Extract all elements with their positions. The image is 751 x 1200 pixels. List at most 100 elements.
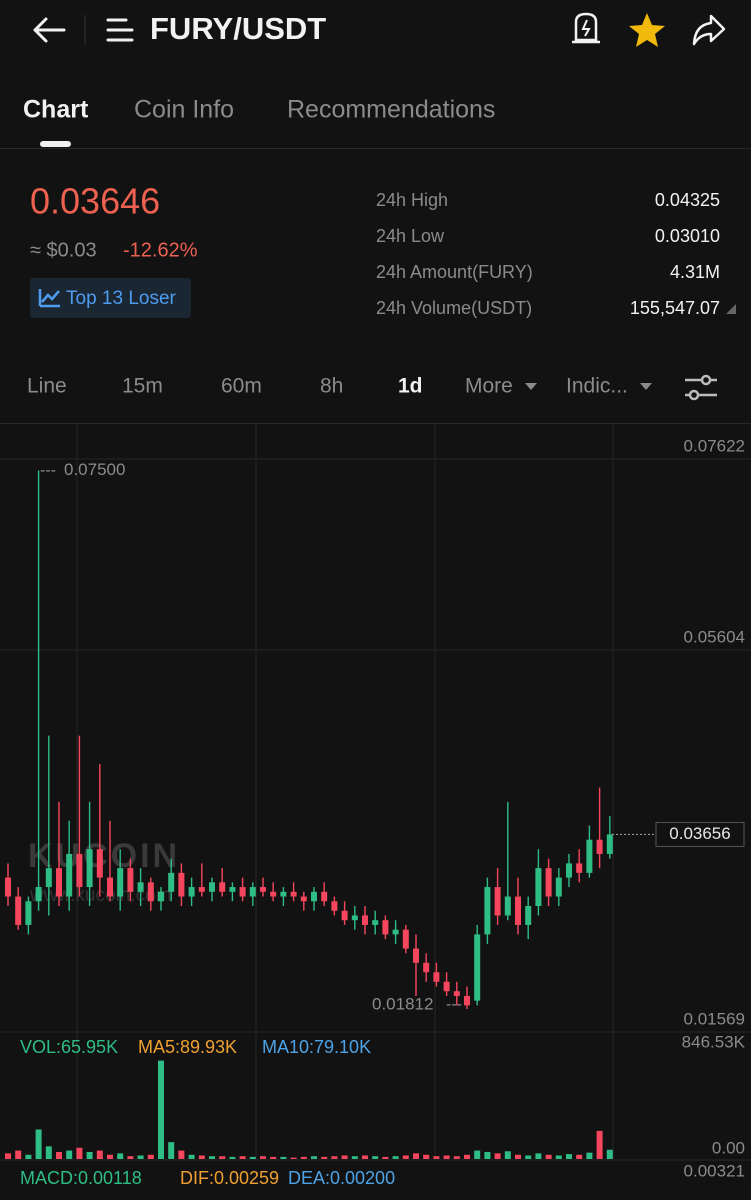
- interval[interactable]: Indic...: [566, 375, 628, 398]
- volume-bar: [209, 1156, 215, 1159]
- volume-bar: [464, 1154, 470, 1159]
- candle-body: [606, 834, 613, 854]
- candle-body: [249, 887, 256, 897]
- alert-button[interactable]: [572, 12, 600, 44]
- interval[interactable]: More: [465, 375, 513, 398]
- tab[interactable]: Chart: [23, 96, 89, 124]
- volume-bar: [433, 1156, 440, 1159]
- candle-body: [331, 901, 338, 911]
- candle-body: [45, 868, 52, 888]
- volume-bar: [188, 1154, 195, 1159]
- low-marker: ---: [446, 996, 462, 1013]
- ma10-legend: MA10:79.10K: [262, 1037, 371, 1057]
- volume-tick-label: 846.53K: [682, 1032, 746, 1051]
- candle-body: [147, 882, 154, 902]
- volume-bar: [239, 1156, 246, 1159]
- interval[interactable]: 60m: [221, 375, 262, 398]
- candle-body: [433, 972, 440, 982]
- macd-tick-label: 0.00321: [684, 1161, 745, 1180]
- candle-body: [229, 887, 236, 892]
- badge-text[interactable]: Top 13 Loser: [66, 288, 177, 309]
- high-marker: ---: [40, 462, 56, 479]
- candle-body: [351, 915, 358, 921]
- volume-bar: [362, 1155, 368, 1159]
- volume-bar: [382, 1156, 389, 1159]
- tab[interactable]: Recommendations: [287, 96, 495, 124]
- candle-body: [198, 887, 205, 892]
- volume-bar: [127, 1156, 134, 1159]
- candle-body: [576, 863, 583, 873]
- candle-body: [15, 896, 22, 925]
- candle-body: [402, 929, 409, 949]
- candle-body: [341, 910, 348, 921]
- candle-body: [586, 839, 593, 873]
- candle-body: [443, 981, 450, 992]
- volume-bar: [515, 1154, 521, 1159]
- volume-bar: [555, 1155, 562, 1159]
- volume-bar: [137, 1155, 144, 1159]
- volume-bar: [290, 1157, 297, 1159]
- usd-price: ≈ $0.03: [30, 239, 97, 261]
- chart: KUCOIN www.kucoin.com VOL:65.95K MA5:89.…: [0, 424, 751, 1188]
- candle-body: [535, 868, 542, 906]
- interval[interactable]: Line: [27, 375, 67, 398]
- interval[interactable]: 8h: [320, 375, 343, 398]
- volume-bar: [249, 1156, 256, 1159]
- volume-bar: [86, 1151, 93, 1159]
- interval-selected[interactable]: 1d: [398, 375, 423, 398]
- volume-bar: [5, 1153, 11, 1159]
- candle-body: [86, 849, 93, 888]
- volume-bar: [76, 1147, 83, 1159]
- candle-body: [300, 896, 307, 902]
- settings-button[interactable]: [685, 374, 717, 401]
- candle-body: [239, 887, 246, 897]
- share-button[interactable]: [692, 14, 726, 46]
- volume-bar: [311, 1156, 317, 1159]
- volume-bar: [392, 1156, 399, 1159]
- volume-bar: [66, 1150, 73, 1159]
- expand-icon[interactable]: [726, 304, 736, 314]
- change-percent: -12.62%: [123, 239, 198, 261]
- back-button[interactable]: [33, 17, 66, 43]
- candle-body: [362, 915, 368, 925]
- candle-body: [515, 896, 521, 925]
- interval[interactable]: 15m: [122, 375, 163, 398]
- candle-body: [392, 929, 399, 935]
- stat-value: 0.04325: [655, 190, 720, 210]
- volume-bar: [15, 1150, 22, 1159]
- favorite-star[interactable]: [629, 13, 665, 47]
- candle-body: [382, 920, 389, 935]
- y-tick-label: 0.01569: [684, 1009, 745, 1028]
- volume-bar: [545, 1154, 552, 1159]
- candle-body: [66, 853, 73, 897]
- candle-body: [423, 962, 430, 973]
- volume-bar: [474, 1150, 481, 1159]
- volume-bar: [25, 1154, 32, 1159]
- volume-bar: [331, 1156, 338, 1159]
- candle-body: [464, 995, 470, 1006]
- last-price-tag: [655, 821, 745, 847]
- ma5-legend: MA5:89.93K: [138, 1037, 237, 1057]
- y-tick-label: 0.05604: [684, 628, 745, 647]
- volume-bar: [504, 1151, 511, 1159]
- candle-body: [127, 868, 134, 892]
- candle-body: [270, 891, 277, 897]
- badge[interactable]: [30, 278, 191, 318]
- candle-body: [117, 868, 124, 897]
- stat-label: 24h High: [376, 190, 448, 210]
- candle-body: [372, 920, 379, 925]
- volume-bar: [453, 1156, 460, 1159]
- high-label: 0.07500: [64, 460, 125, 479]
- volume-bar: [229, 1156, 236, 1159]
- volume-bar: [270, 1156, 277, 1159]
- candle-body: [188, 887, 195, 897]
- menu-button[interactable]: [106, 18, 134, 42]
- candle-body: [474, 934, 481, 1001]
- tab[interactable]: Coin Info: [134, 96, 234, 124]
- candle-body: [453, 991, 460, 996]
- candle-body: [280, 891, 287, 897]
- tab-indicator: [40, 141, 71, 147]
- candle-body: [137, 882, 144, 892]
